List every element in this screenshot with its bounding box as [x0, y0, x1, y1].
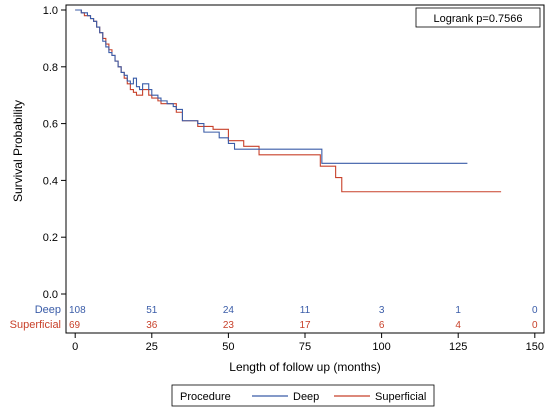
- at-risk-row-label: Deep: [35, 304, 61, 316]
- at-risk-value: 51: [146, 305, 158, 316]
- at-risk-table: Deep 108 51 24 11 3 1 0 Superficial 69 36 23 17 6 4 0: [10, 304, 538, 331]
- y-tick-label: 1.0: [43, 5, 58, 17]
- annotation-box: [415, 7, 541, 28]
- y-axis: 0.0 0.2 0.4 0.6 0.8 1.0: [43, 5, 66, 301]
- at-risk-value: 108: [69, 305, 86, 316]
- x-tick-label: 125: [449, 341, 467, 353]
- x-axis-label: Length of follow up (months): [229, 360, 380, 374]
- at-risk-value: 24: [223, 305, 235, 316]
- at-risk-value: 11: [300, 305, 311, 316]
- y-tick-label: 0.4: [43, 175, 58, 187]
- at-risk-value: 17: [299, 320, 311, 331]
- series-layer: [75, 9, 502, 193]
- at-risk-value: 6: [379, 320, 385, 331]
- y-tick-label: 0.6: [43, 119, 58, 131]
- at-risk-value: 1: [455, 305, 461, 316]
- at-risk-value: 3: [379, 305, 385, 316]
- y-tick-label: 0.2: [43, 232, 58, 244]
- series-line-deep: [75, 9, 468, 164]
- annotation-text: Logrank p=0.7566: [434, 13, 523, 25]
- x-axis: 0 25 50 75 100 125 150: [72, 333, 544, 353]
- x-tick-label: 100: [372, 341, 390, 353]
- x-tick-label: 75: [299, 341, 311, 353]
- logrank-annotation: Logrank p=0.7566: [415, 7, 541, 28]
- x-tick-label: 150: [526, 341, 544, 353]
- at-risk-value: 0: [532, 320, 538, 331]
- legend-box: [171, 384, 435, 407]
- y-tick-label: 0.8: [43, 62, 58, 74]
- at-risk-value: 69: [69, 320, 81, 331]
- x-tick-label: 25: [146, 341, 158, 353]
- y-axis-label: Survival Probability: [11, 100, 25, 202]
- at-risk-value: 4: [455, 320, 461, 331]
- y-tick-label: 0.0: [43, 289, 58, 301]
- legend-title: Procedure: [180, 391, 231, 403]
- series-line-superficial: [75, 9, 502, 193]
- x-tick-label: 50: [222, 341, 234, 353]
- plot-frame: [65, 4, 545, 334]
- legend-label-deep: Deep: [293, 391, 319, 403]
- legend-label-superficial: Superficial: [375, 391, 426, 403]
- at-risk-value: 36: [146, 320, 158, 331]
- at-risk-value: 23: [223, 320, 235, 331]
- legend: Procedure Deep Superficial: [171, 384, 435, 407]
- at-risk-value: 0: [532, 305, 538, 316]
- at-risk-row-label: Superficial: [10, 319, 61, 331]
- x-tick-label: 0: [72, 341, 78, 353]
